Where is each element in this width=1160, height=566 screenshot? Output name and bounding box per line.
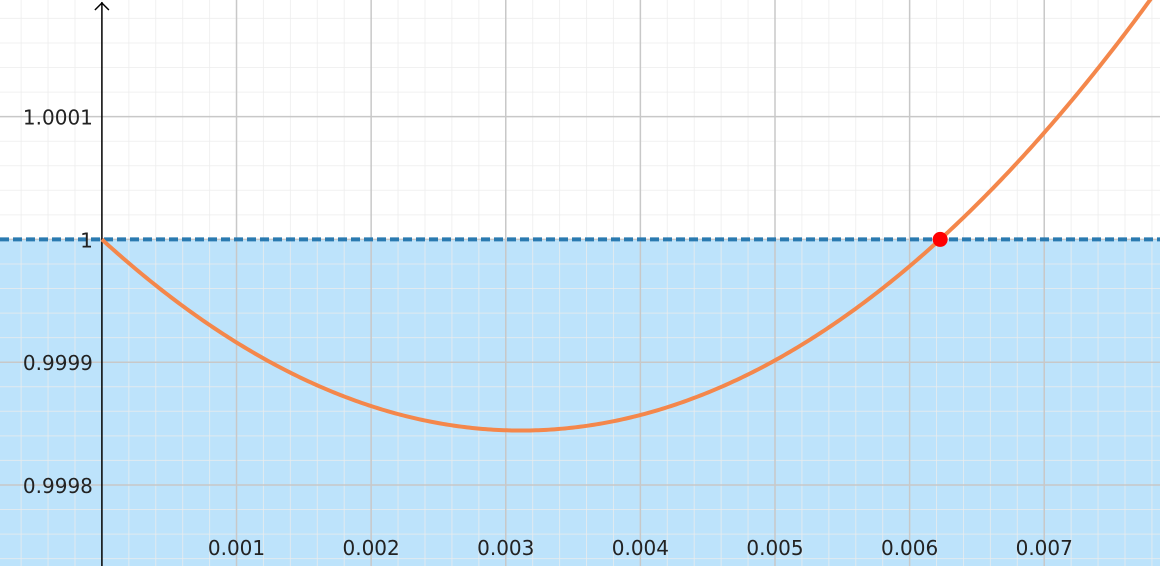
x-tick-label: 0.007: [1016, 536, 1073, 560]
x-tick-label: 0.003: [477, 536, 534, 560]
intersection-point: [932, 231, 948, 247]
x-tick-label: 0.005: [746, 536, 803, 560]
x-tick-label: 0.006: [881, 536, 938, 560]
x-tick-label: 0.002: [343, 536, 400, 560]
y-tick-label: 1.0001: [23, 106, 93, 130]
y-axis-arrow: [94, 1, 110, 11]
curve-line: [100, 0, 1153, 433]
axes: [94, 1, 110, 566]
x-tick-label: 0.001: [208, 536, 265, 560]
y-tick-label: 0.9999: [23, 351, 93, 375]
shaded-region: [0, 239, 1160, 566]
y-tick-labels: 0.9998 0.9999 1 1.0001: [23, 106, 93, 498]
y-tick-label: 1: [80, 228, 93, 252]
x-tick-labels: 0.001 0.002 0.003 0.004 0.005 0.006 0.007: [208, 536, 1073, 560]
y-tick-label: 0.9998: [23, 474, 93, 498]
x-tick-label: 0.004: [612, 536, 669, 560]
